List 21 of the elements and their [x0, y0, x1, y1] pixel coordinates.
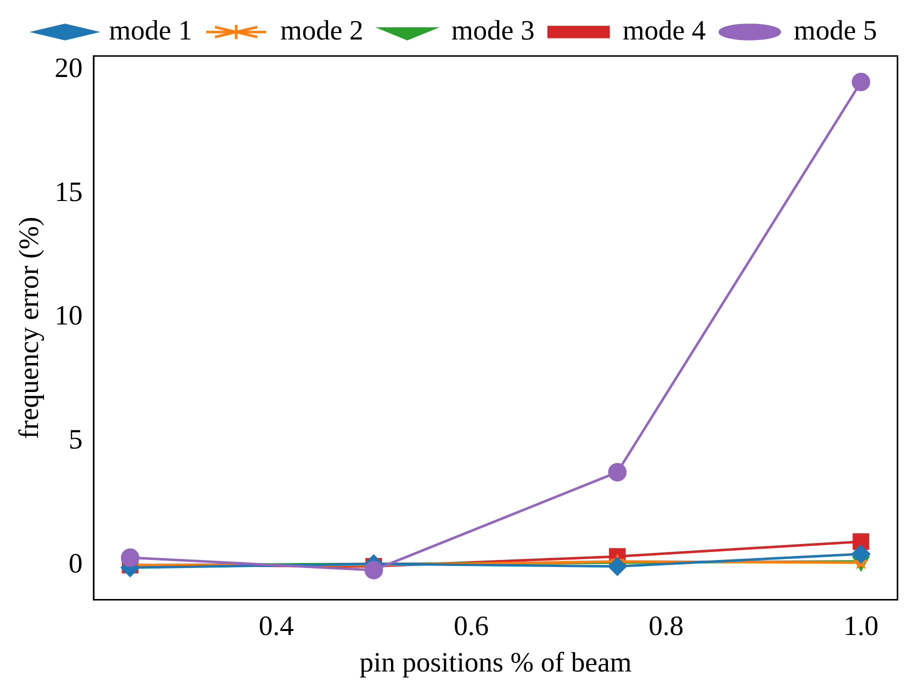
y-tick-label: 0 [68, 548, 83, 580]
x-tick-label: 0.6 [454, 610, 489, 642]
point [852, 533, 870, 550]
x-tick-label: 1.0 [843, 610, 878, 642]
legend-label: mode 4 [622, 15, 706, 46]
y-tick-label: 20 [54, 52, 83, 84]
y-axis-title: frequency error (%) [14, 216, 46, 440]
point [852, 72, 870, 92]
y-tick-label: 10 [54, 300, 83, 332]
legend-label: mode 3 [451, 15, 535, 46]
y-tick-label: 5 [68, 424, 83, 456]
point [608, 557, 627, 576]
x-tick-label: 0.8 [648, 610, 684, 642]
legend-label: mode 1 [108, 15, 192, 46]
x-axis-title: pin positions % of beam [359, 648, 632, 679]
point [608, 462, 627, 482]
legend-label: mode 2 [280, 15, 364, 46]
x-tick-label: 0.4 [258, 610, 294, 642]
legend-label: mode 5 [794, 15, 878, 46]
y-tick-label: 15 [54, 176, 83, 208]
point [364, 560, 383, 580]
